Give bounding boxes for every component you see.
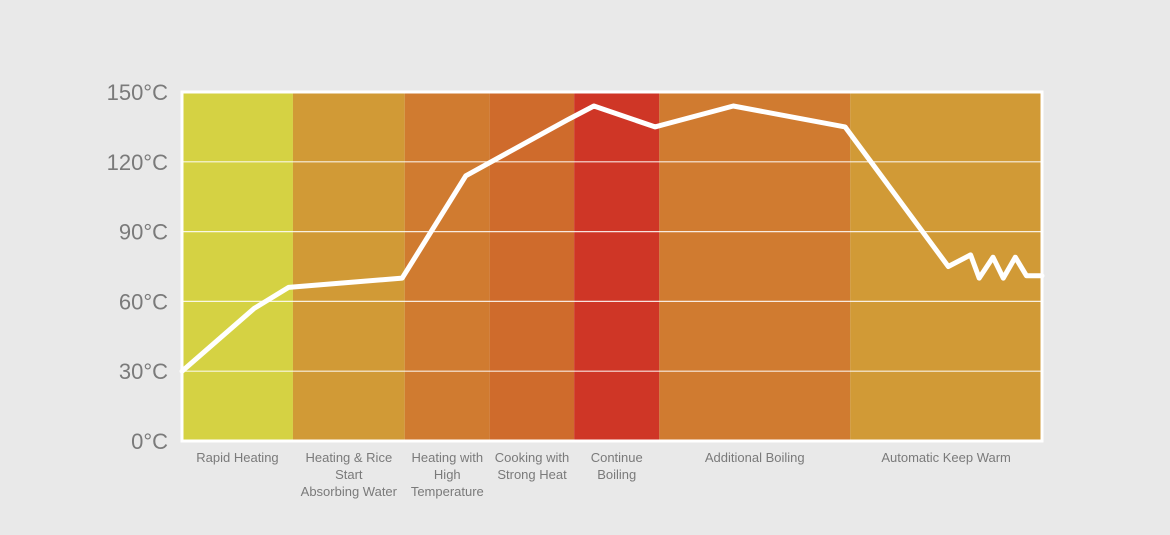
phase-label-line: Temperature — [411, 484, 484, 499]
y-tick-label: 60°C — [119, 289, 168, 314]
phase-band-1 — [182, 92, 293, 441]
phase-label-line: Heating & Rice — [305, 450, 392, 465]
phase-label-7: Automatic Keep Warm — [881, 450, 1011, 465]
phase-label-line: Automatic Keep Warm — [881, 450, 1011, 465]
temperature-line — [179, 103, 1045, 374]
y-tick-label: 30°C — [119, 359, 168, 384]
phase-label-4: Cooking with Strong Heat — [495, 450, 569, 482]
phase-label-2: Heating & Rice Start Absorbing Water — [301, 450, 398, 499]
phase-band-6 — [659, 92, 851, 441]
phase-label-6: Additional Boiling — [705, 450, 805, 465]
y-tick-label: 0°C — [131, 429, 168, 454]
plot-frame — [180, 90, 1044, 443]
phase-label-line: High — [434, 467, 461, 482]
y-tick-label: 90°C — [119, 220, 168, 245]
phase-label-line: Additional Boiling — [705, 450, 805, 465]
phase-label-line: Heating with — [412, 450, 484, 465]
phase-bands — [182, 92, 1042, 441]
phase-label-5: Continue Boiling — [591, 450, 643, 482]
y-tick-label: 120°C — [107, 150, 169, 175]
y-tick-label: 150°C — [107, 80, 169, 105]
phase-label-line: Continue — [591, 450, 643, 465]
phase-labels: Rapid Heating Heating & Rice Start Absorbin… — [196, 450, 1011, 499]
phase-label-line: Absorbing Water — [301, 484, 398, 499]
phase-band-3 — [404, 92, 490, 441]
phase-label-line: Rapid Heating — [196, 450, 278, 465]
gridlines — [182, 161, 1042, 372]
phase-label-line: Strong Heat — [497, 467, 567, 482]
phase-label-line: Start — [335, 467, 363, 482]
phase-band-4 — [489, 92, 575, 441]
y-axis-ticks: 0°C 30°C 60°C 90°C 120°C 150°C — [107, 80, 169, 454]
phase-label-1: Rapid Heating — [196, 450, 278, 465]
phase-label-3: Heating with High Temperature — [411, 450, 484, 499]
phase-band-5 — [574, 92, 660, 441]
phase-band-2 — [292, 92, 405, 441]
phase-label-line: Boiling — [597, 467, 636, 482]
phase-label-line: Cooking with — [495, 450, 569, 465]
